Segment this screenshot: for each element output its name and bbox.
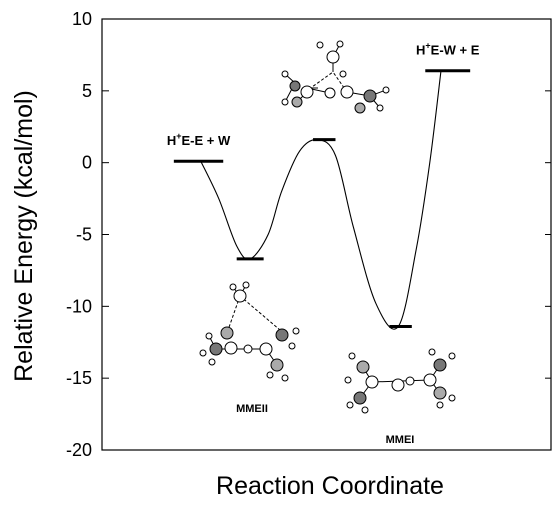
y-ticks: 10 5 0 -5 -10 -15 -20 — [66, 9, 551, 460]
ts-structure-image — [281, 40, 390, 114]
y-tick-label: 0 — [82, 153, 92, 173]
y-tick-label: -10 — [66, 296, 92, 316]
y-tick-label: -20 — [66, 440, 92, 460]
x-axis-title: Reaction Coordinate — [216, 472, 444, 500]
y-tick-label: -15 — [66, 368, 92, 388]
structure-label-mmei: MMEI — [386, 434, 415, 446]
y-tick-label: -5 — [76, 225, 92, 245]
mmei-structure-image — [344, 348, 456, 414]
y-axis-title: Relative Energy (kcal/mol) — [10, 90, 38, 382]
y-tick-label: 10 — [72, 9, 92, 29]
state-label-start: H+E-E + W — [167, 131, 231, 148]
state-label-end: H+E-W + E — [416, 41, 480, 58]
energy-levels-layer: H+E-E + W H+E-W + E MMEII MMEI — [167, 41, 480, 446]
structure-label-mmeii: MMEII — [236, 403, 268, 415]
plot-frame — [101, 18, 552, 451]
mmeii-structure-image — [199, 281, 300, 382]
y-tick-label: 5 — [82, 81, 92, 101]
